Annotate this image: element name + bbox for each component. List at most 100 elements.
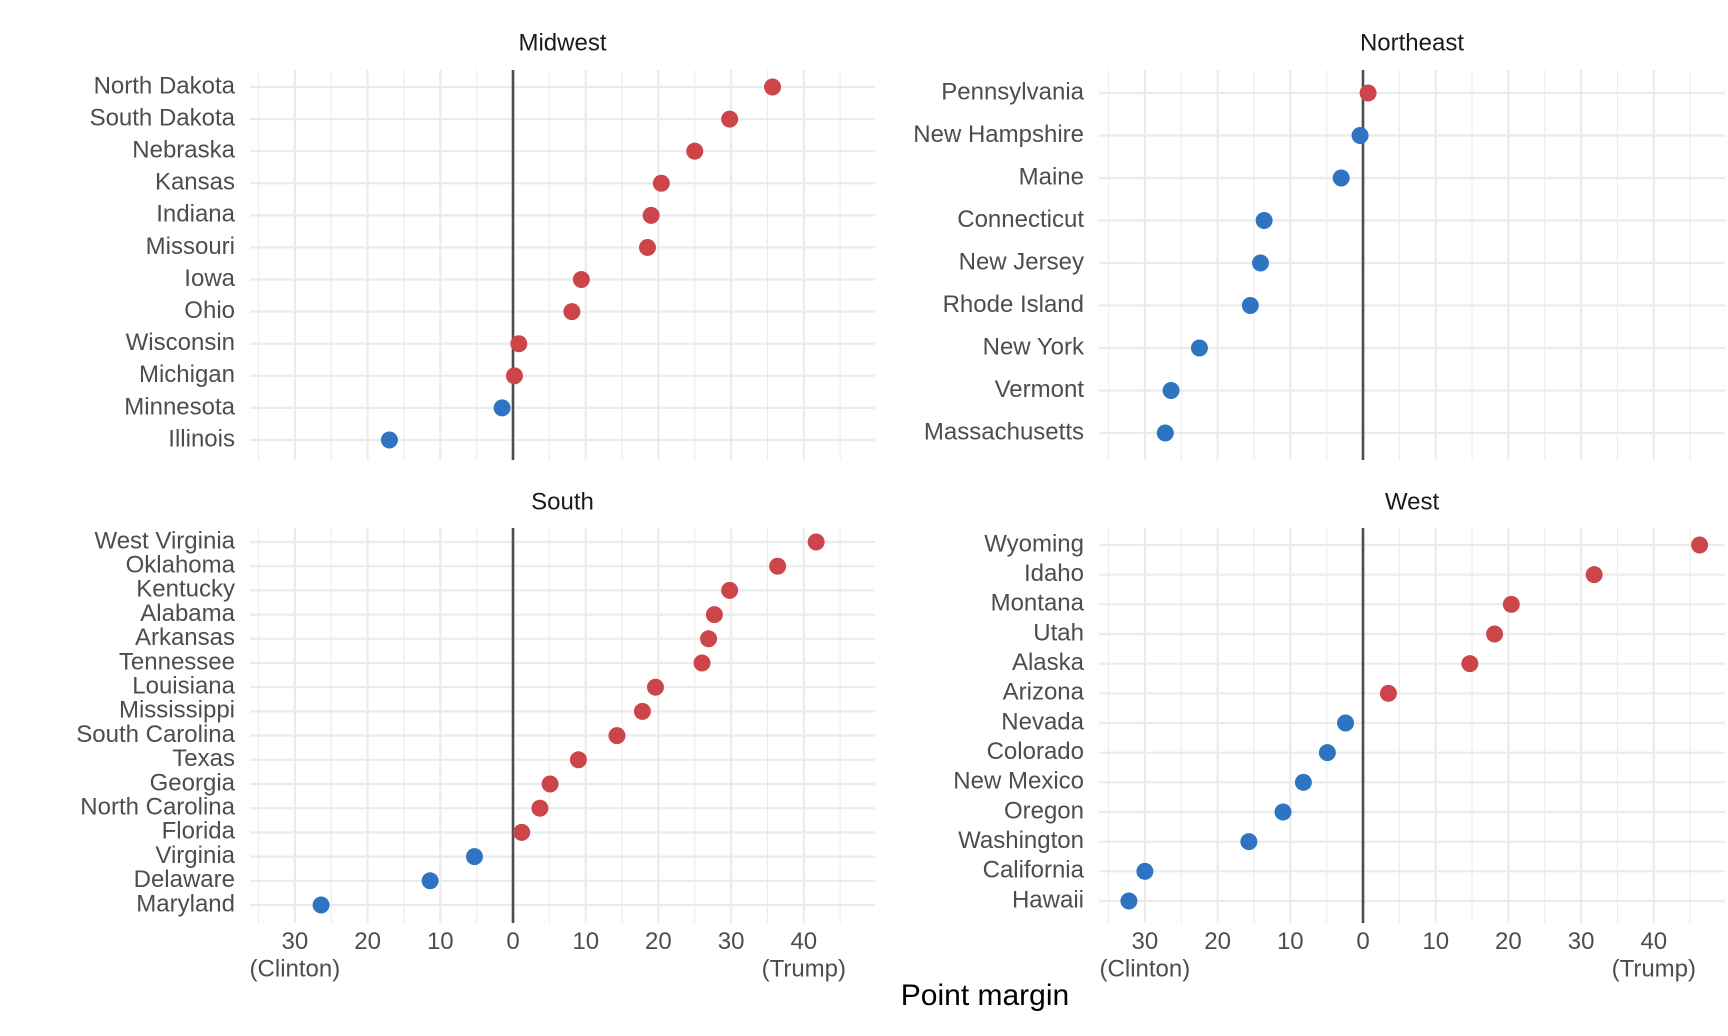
data-point bbox=[505, 367, 523, 385]
state-label: Kansas bbox=[155, 169, 235, 196]
state-label: New Mexico bbox=[953, 768, 1084, 795]
data-point bbox=[1461, 655, 1479, 673]
data-point bbox=[1190, 339, 1208, 357]
state-label: Tennessee bbox=[119, 648, 235, 675]
x-tick-label: 0 bbox=[1356, 928, 1369, 955]
x-tick-label: 20 bbox=[354, 928, 381, 955]
data-point bbox=[569, 751, 587, 769]
state-label: Oklahoma bbox=[126, 552, 236, 579]
data-point bbox=[642, 206, 660, 224]
data-point bbox=[1240, 833, 1258, 851]
state-label: South Carolina bbox=[76, 721, 235, 748]
x-tick-label: 10 bbox=[1277, 928, 1304, 955]
state-label: South Dakota bbox=[90, 104, 236, 131]
state-label: Louisiana bbox=[132, 673, 235, 700]
state-label: Virginia bbox=[155, 842, 235, 869]
state-label: Illinois bbox=[168, 425, 235, 452]
data-point bbox=[1359, 84, 1377, 102]
state-label: Arkansas bbox=[135, 624, 235, 651]
state-label: Oregon bbox=[1004, 797, 1084, 824]
state-label: Missouri bbox=[146, 233, 235, 260]
data-point bbox=[421, 872, 439, 890]
x-tick-label: 10 bbox=[1422, 928, 1449, 955]
data-point bbox=[769, 557, 787, 575]
state-label: Alabama bbox=[140, 600, 235, 627]
state-label: North Carolina bbox=[80, 794, 235, 821]
x-tick-label: 20 bbox=[1495, 928, 1522, 955]
x-tick-label: 20 bbox=[1204, 928, 1231, 955]
panel-title: Northeast bbox=[1360, 29, 1464, 56]
data-point bbox=[807, 533, 825, 551]
x-tick-label: 30 bbox=[718, 928, 745, 955]
x-tick-label: 0 bbox=[506, 928, 519, 955]
data-point bbox=[721, 110, 739, 128]
state-label: Montana bbox=[991, 590, 1085, 617]
state-label: Rhode Island bbox=[943, 291, 1084, 318]
panel-south: South West VirginiaOklahomaKentuckyAlabam… bbox=[76, 488, 875, 983]
state-label: North Dakota bbox=[94, 72, 236, 99]
state-label: California bbox=[983, 857, 1085, 884]
state-label: Georgia bbox=[150, 769, 236, 796]
state-label: Maryland bbox=[136, 890, 235, 917]
x-axis-title: Point margin bbox=[901, 979, 1069, 1012]
x-tick-label: 30 bbox=[1568, 928, 1595, 955]
state-label: Hawaii bbox=[1012, 886, 1084, 913]
x-tick-label: 30 (Clinton) bbox=[1100, 928, 1191, 983]
state-label: Ohio bbox=[184, 297, 235, 324]
data-point bbox=[541, 775, 559, 793]
data-point bbox=[608, 727, 626, 745]
state-label: New Jersey bbox=[959, 248, 1084, 275]
data-point bbox=[531, 799, 549, 817]
data-point bbox=[493, 399, 511, 417]
state-label: Pennsylvania bbox=[941, 78, 1084, 105]
x-tick-label: 30 (Clinton) bbox=[250, 928, 341, 983]
state-label: New York bbox=[983, 333, 1085, 360]
state-label: Delaware bbox=[134, 866, 235, 893]
x-tick-label: 20 bbox=[645, 928, 672, 955]
data-point bbox=[312, 896, 330, 914]
state-label: Colorado bbox=[987, 738, 1084, 765]
state-label: Maine bbox=[1019, 163, 1084, 190]
state-label: Iowa bbox=[184, 265, 235, 292]
data-point bbox=[652, 174, 670, 192]
data-point bbox=[465, 848, 483, 866]
state-label: Nebraska bbox=[132, 137, 235, 164]
data-point bbox=[1251, 254, 1269, 272]
data-point bbox=[633, 702, 651, 720]
data-point bbox=[1337, 714, 1355, 732]
state-label: West Virginia bbox=[94, 527, 235, 554]
state-label: Florida bbox=[162, 818, 236, 845]
data-point bbox=[563, 303, 581, 321]
state-label: Kentucky bbox=[136, 576, 235, 603]
data-point bbox=[1120, 892, 1138, 910]
data-point bbox=[1318, 744, 1336, 762]
panel-northeast: Northeast Pennsylvania New Hampshire Maine C… bbox=[913, 29, 1725, 460]
data-point bbox=[510, 335, 528, 353]
data-point bbox=[572, 271, 590, 289]
data-point bbox=[1379, 684, 1397, 702]
data-point bbox=[1136, 862, 1154, 880]
state-label: Michigan bbox=[139, 361, 235, 388]
state-label: Nevada bbox=[1001, 708, 1084, 735]
state-label: Texas bbox=[172, 745, 235, 772]
state-label: Alaska bbox=[1012, 649, 1085, 676]
state-label: Minnesota bbox=[124, 393, 235, 420]
data-point bbox=[513, 823, 531, 841]
data-point bbox=[1156, 424, 1174, 442]
data-point bbox=[1585, 566, 1603, 584]
data-point bbox=[1691, 536, 1709, 554]
data-point bbox=[1241, 297, 1259, 314]
data-point bbox=[646, 678, 664, 696]
data-point bbox=[1486, 625, 1504, 643]
data-point bbox=[700, 630, 718, 648]
panel-midwest: Midwest North Dakota South Dakota Nebraska K… bbox=[90, 29, 875, 460]
data-point bbox=[686, 142, 704, 160]
panel-title: West bbox=[1385, 488, 1440, 515]
state-label: Arizona bbox=[1003, 679, 1085, 706]
state-label: Mississippi bbox=[119, 697, 235, 724]
data-point bbox=[1162, 382, 1180, 399]
state-label: Vermont bbox=[995, 376, 1085, 403]
state-label: Indiana bbox=[156, 201, 235, 228]
